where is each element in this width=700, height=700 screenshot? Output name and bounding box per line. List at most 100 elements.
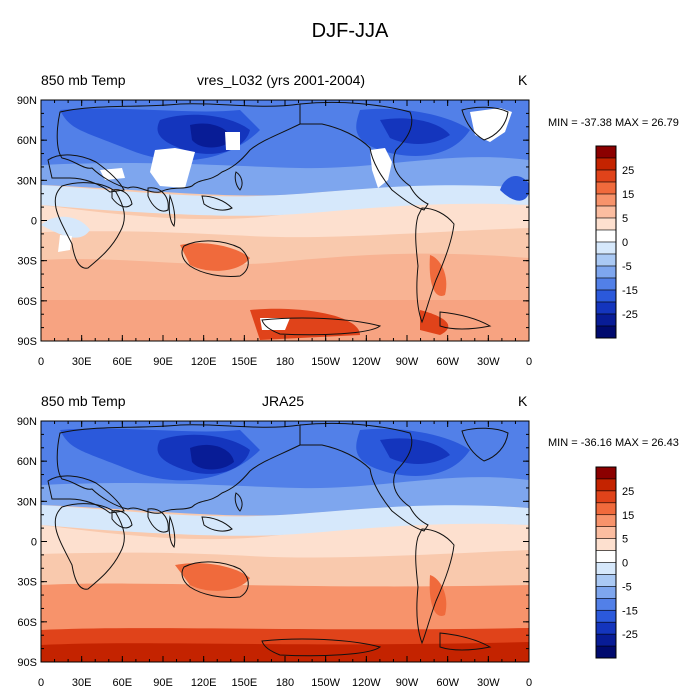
- coastline-2: [47, 475, 125, 514]
- coastline-13: [168, 515, 176, 548]
- coastline-6: [181, 240, 249, 277]
- coastline-9: [415, 528, 455, 645]
- y-tick-label: 90S: [17, 336, 37, 348]
- colorbar-label: 0: [622, 237, 628, 249]
- y-tick-label: 60S: [17, 296, 37, 308]
- x-tick-label: 90W: [396, 677, 419, 689]
- colorbar-label: 5: [622, 534, 628, 546]
- colorbar-swatch: [595, 181, 617, 195]
- x-tick-label: 180: [276, 677, 294, 689]
- x-tick-label: 180: [276, 356, 294, 368]
- coastline-14: [234, 492, 243, 512]
- coastline-4: [111, 510, 133, 529]
- coastline-10: [461, 427, 509, 462]
- colorbar-swatch: [595, 633, 617, 647]
- colorbar-swatch: [595, 514, 617, 528]
- colorbar-swatch: [595, 538, 617, 552]
- colorbar-swatch: [595, 169, 617, 183]
- coastline-3: [54, 503, 125, 590]
- colorbar-swatch: [595, 157, 617, 171]
- colorbar-swatch: [595, 502, 617, 516]
- x-tick-label: 150E: [231, 356, 257, 368]
- colorbar-swatch: [595, 562, 617, 575]
- panel1-source-label: vres_L032 (yrs 2001-2004): [197, 72, 366, 88]
- colorbar-label: 25: [622, 486, 634, 498]
- coastline-1: [56, 424, 301, 514]
- colorbar-label: 15: [622, 189, 634, 201]
- panel2-coastlines: [47, 422, 509, 657]
- y-tick-label: 0: [31, 216, 37, 228]
- y-tick-label: 30N: [17, 175, 37, 187]
- colorbar-swatch: [595, 550, 617, 563]
- coastline-4: [111, 189, 133, 208]
- x-tick-label: 120E: [191, 356, 217, 368]
- colorbar-swatch: [595, 193, 617, 207]
- x-tick-label: 30W: [477, 356, 500, 368]
- y-tick-label: 0: [31, 537, 37, 549]
- panel2-variable-label: 850 mb Temp: [41, 393, 126, 409]
- colorbars: 25 15 5 0 -5 -15 -25 25 15 5 0 -5 -15 -25: [595, 145, 638, 659]
- coastline-8: [299, 422, 429, 532]
- coastline-2: [47, 154, 125, 193]
- y-tick-label: 90N: [17, 95, 37, 107]
- axis-ticks: [40, 99, 530, 663]
- y-tick-label: 30N: [17, 496, 37, 508]
- coastline-3: [54, 182, 125, 269]
- y-tick-label: 30S: [17, 577, 37, 589]
- colorbar-swatch: [595, 478, 617, 492]
- colorbar-swatch: [595, 241, 617, 255]
- panel1-coastlines: [47, 101, 509, 336]
- panel2-units-label: K: [518, 393, 528, 409]
- y-tick-label: 60N: [17, 456, 37, 468]
- coastline-8: [299, 101, 429, 211]
- panel1-minmax: MIN = -37.38 MAX = 26.79: [548, 117, 679, 129]
- panel2-minmax: MIN = -36.16 MAX = 26.43: [548, 437, 679, 449]
- colorbar-swatch: [595, 229, 617, 243]
- panel2-map: [41, 421, 529, 662]
- coastline-14: [234, 171, 243, 191]
- coastline-10: [461, 106, 509, 141]
- y-tick-label: 60N: [17, 135, 37, 147]
- colorbar-swatch: [595, 145, 617, 159]
- colorbar-swatch: [595, 574, 617, 587]
- coastline-11: [261, 317, 382, 336]
- colorbar-swatch: [595, 217, 617, 231]
- colorbar-swatch: [595, 621, 617, 635]
- colorbar-swatch: [595, 526, 617, 540]
- x-tick-label: 0: [38, 356, 44, 368]
- x-tick-label: 60W: [436, 677, 459, 689]
- x-tick-label: 150W: [311, 356, 340, 368]
- panel2-source-label: JRA25: [262, 393, 305, 409]
- colorbar-swatch: [595, 490, 617, 504]
- x-tick-label: 90W: [396, 356, 419, 368]
- colorbar-swatch: [595, 609, 617, 623]
- x-tick-label: 120W: [352, 356, 381, 368]
- y-tick-label: 90N: [17, 416, 37, 428]
- colorbar-frame: [595, 145, 617, 339]
- colorbar-swatch: [595, 313, 617, 327]
- colorbar-swatch: [595, 598, 617, 611]
- coastline-12: [439, 632, 492, 651]
- coastline-11: [261, 638, 382, 657]
- colorbar-swatch: [595, 586, 617, 599]
- x-tick-label: 30E: [72, 677, 92, 689]
- coastline-6: [181, 561, 249, 598]
- x-tick-label: 0: [526, 677, 532, 689]
- x-tick-label: 60E: [113, 356, 133, 368]
- x-tick-label: 150E: [231, 677, 257, 689]
- x-tick-label: 30W: [477, 677, 500, 689]
- colorbar-label: -25: [622, 309, 638, 321]
- colorbar-swatch: [595, 325, 617, 339]
- panel1-variable-label: 850 mb Temp: [41, 72, 126, 88]
- axis-tick-labels: 0 30E 60E 90E 120E 150E 180 150W 120W 90W 60W 30W 09…: [17, 95, 532, 689]
- x-tick-label: 60E: [113, 677, 133, 689]
- coastline-12: [439, 311, 492, 330]
- colorbar-frame: [595, 466, 617, 659]
- colorbar-label: 5: [622, 213, 628, 225]
- colorbar-label: -15: [622, 605, 638, 617]
- x-tick-label: 60W: [436, 356, 459, 368]
- x-tick-label: 90E: [153, 356, 173, 368]
- colorbar-label: 25: [622, 165, 634, 177]
- colorbar-swatch: [595, 265, 617, 279]
